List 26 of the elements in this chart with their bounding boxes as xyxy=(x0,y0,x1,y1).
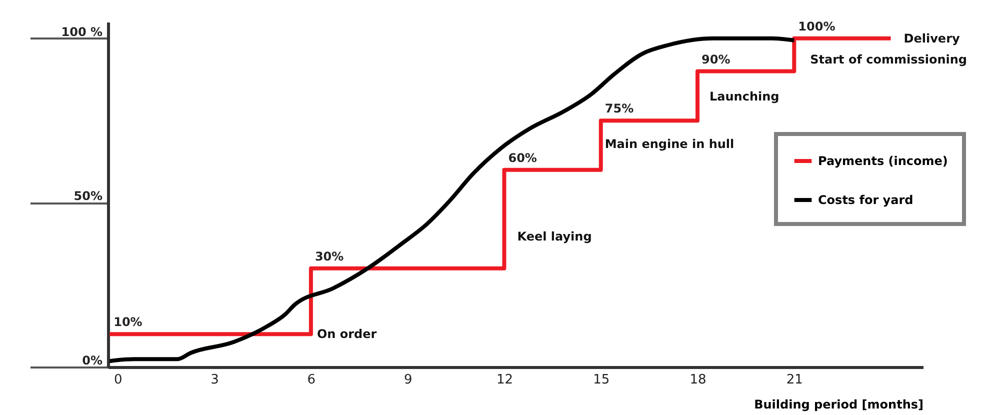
annotation: Keel laying xyxy=(517,229,592,244)
x-tick-label: 18 xyxy=(690,372,706,388)
y-tick-label: 50% xyxy=(74,189,102,204)
y-tick-label: 100 % xyxy=(61,24,102,39)
annotation: Delivery xyxy=(904,31,960,46)
annotation: Launching xyxy=(710,90,780,104)
x-tick-label: 6 xyxy=(307,372,316,388)
data-label: 30% xyxy=(314,249,344,264)
legend-label: Payments (income) xyxy=(818,154,948,168)
x-tick-label: 0 xyxy=(114,372,122,388)
annotation: Start of commissioning xyxy=(810,52,968,66)
data-label: 100% xyxy=(798,19,836,34)
data-label: 75% xyxy=(604,102,634,116)
x-tick-label: 12 xyxy=(496,372,513,388)
annotation: On order xyxy=(316,327,377,342)
annotation: Main engine in hull xyxy=(604,136,734,151)
data-label: 60% xyxy=(508,150,537,165)
legend-label: Costs for yard xyxy=(818,193,914,207)
data-label: 10% xyxy=(114,315,142,330)
x-tick-label: 15 xyxy=(593,372,610,388)
y-tick-label: 0% xyxy=(82,354,102,368)
x-axis-title: Building period [months] xyxy=(754,398,924,412)
x-tick-label: 9 xyxy=(404,372,412,388)
x-tick-label: 3 xyxy=(210,372,219,388)
x-tick-label: 21 xyxy=(786,372,803,388)
data-label: 90% xyxy=(702,52,730,66)
